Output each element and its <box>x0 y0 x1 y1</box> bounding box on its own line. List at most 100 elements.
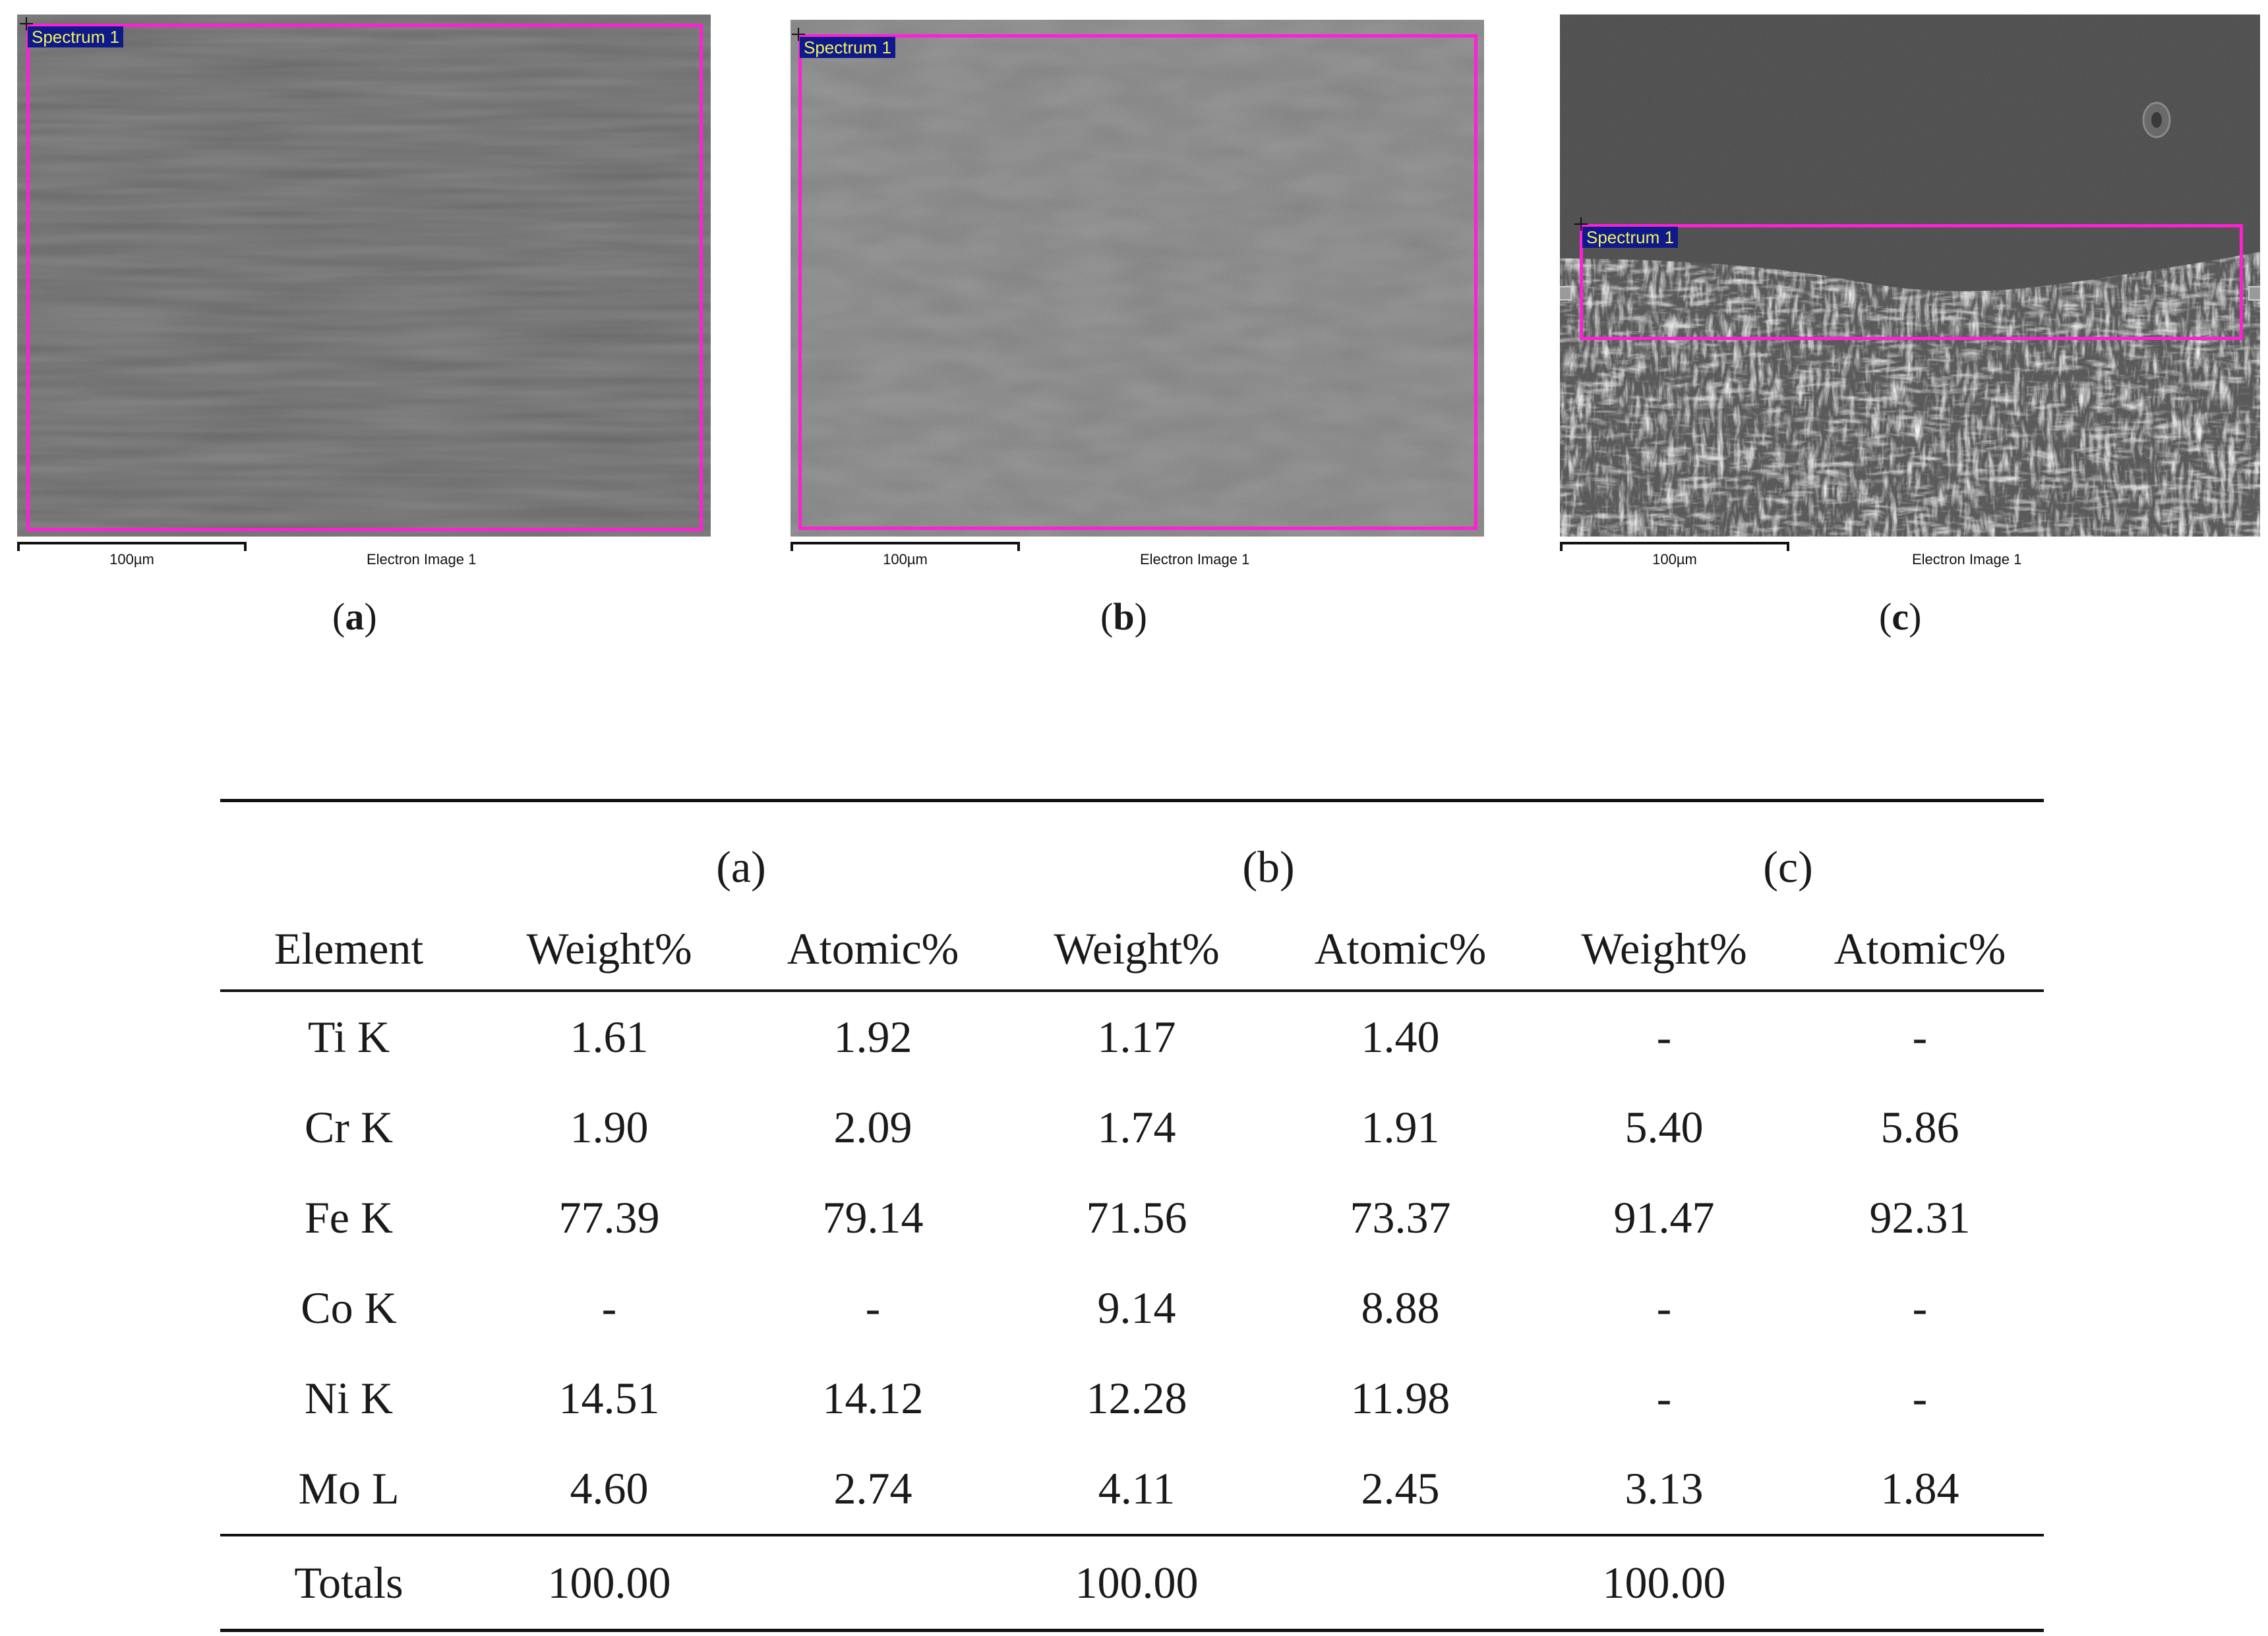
sem-texture-c <box>1560 15 2260 537</box>
value-cell: - <box>1656 1373 1672 1423</box>
crosshair-icon <box>20 17 33 30</box>
table-row: Mo L 4.60 2.74 4.11 2.45 3.13 1.84 <box>220 1444 2044 1535</box>
sem-texture-b <box>791 20 1484 537</box>
element-cell: Ni K <box>304 1373 394 1423</box>
subheader-atomic-b: Atomic% <box>1314 923 1487 974</box>
spectrum-region-box[interactable] <box>1580 224 2243 340</box>
spectrum-label: Spectrum 1 <box>28 26 123 47</box>
scale-bar-label: 100µm <box>109 551 154 568</box>
table-row: Cr K 1.90 2.09 1.74 1.91 5.40 5.86 <box>220 1082 2044 1173</box>
value-cell: 1.84 <box>1880 1463 1959 1513</box>
subheader-weight-b: Weight% <box>1054 923 1220 974</box>
image-footer: 100µm Electron Image 1 <box>1560 537 2260 568</box>
spectrum-label: Spectrum 1 <box>1582 227 1678 248</box>
subheader-weight-c: Weight% <box>1581 923 1747 974</box>
electron-image-a: Spectrum 1 <box>17 15 711 537</box>
value-cell: 91.47 <box>1613 1192 1715 1242</box>
value-cell: - <box>1656 1283 1672 1333</box>
value-cell: 79.14 <box>822 1192 924 1242</box>
element-cell: Co K <box>301 1283 397 1333</box>
element-column-header: Element <box>274 923 424 974</box>
electron-image-c: Spectrum 1 <box>1560 15 2260 537</box>
resize-handle-right[interactable] <box>2248 286 2260 301</box>
panel-label-c: (c) <box>1879 595 1922 638</box>
image-footer: 100µm Electron Image 1 <box>791 537 1484 568</box>
value-cell: 5.40 <box>1625 1102 1704 1152</box>
value-cell: 8.88 <box>1361 1283 1440 1333</box>
micrograph-panel-c: Spectrum 1 100µm Electron Image 1 (c) <box>1560 15 2260 638</box>
value-cell: 12.28 <box>1086 1373 1187 1423</box>
spectrum-region-box[interactable] <box>26 24 703 531</box>
composition-table: Element (a) (b) (c) Weight% Atomic% Weig… <box>220 799 2044 1632</box>
value-cell: - <box>1912 1283 1928 1333</box>
resize-handle-left[interactable] <box>1560 286 1572 301</box>
value-cell: - <box>1912 1373 1928 1423</box>
electron-image-b: Spectrum 1 <box>791 20 1484 537</box>
value-cell: 1.61 <box>570 1012 649 1062</box>
totals-row: Totals 100.00 100.00 100.00 <box>220 1535 2044 1631</box>
value-cell: 1.17 <box>1097 1012 1176 1062</box>
subheader-atomic-a: Atomic% <box>787 923 959 974</box>
table-row: Ti K 1.61 1.92 1.17 1.40 - - <box>220 991 2044 1082</box>
electron-image-caption: Electron Image 1 <box>1912 551 2022 568</box>
value-cell: 14.12 <box>822 1373 924 1423</box>
micrograph-panel-a: Spectrum 1 100µm Electron Image 1 (a) <box>17 15 711 638</box>
value-cell: 5.86 <box>1880 1102 1959 1152</box>
table-row: Co K - - 9.14 8.88 - - <box>220 1263 2044 1353</box>
group-header-c: (c) <box>1763 842 1813 892</box>
value-cell: 4.11 <box>1098 1463 1176 1513</box>
table-subheader-row: Weight% Atomic% Weight% Atomic% Weight% … <box>220 908 2044 991</box>
value-cell: 1.90 <box>570 1102 649 1152</box>
totals-cell: 100.00 <box>1602 1557 1726 1608</box>
group-header-a: (a) <box>716 842 766 892</box>
value-cell: 11.98 <box>1350 1373 1450 1423</box>
panel-label-a: (a) <box>332 595 377 638</box>
value-cell: 77.39 <box>558 1192 660 1242</box>
value-cell: 14.51 <box>558 1373 660 1423</box>
table-row: Fe K 77.39 79.14 71.56 73.37 91.47 92.31 <box>220 1173 2044 1263</box>
value-cell: 1.74 <box>1097 1102 1176 1152</box>
totals-cell: 100.00 <box>547 1557 671 1608</box>
table-group-header-row: Element (a) (b) (c) <box>220 800 2044 974</box>
scale-bar <box>1560 542 1789 551</box>
value-cell: 1.92 <box>833 1012 912 1062</box>
value-cell: 2.09 <box>833 1102 912 1152</box>
value-cell: 2.74 <box>833 1463 912 1513</box>
value-cell: 2.45 <box>1361 1463 1440 1513</box>
element-cell: Fe K <box>304 1192 394 1242</box>
electron-image-caption: Electron Image 1 <box>1140 551 1250 568</box>
totals-label: Totals <box>294 1557 403 1608</box>
electron-image-caption: Electron Image 1 <box>367 551 477 568</box>
scale-bar <box>17 542 247 551</box>
totals-cell <box>741 1535 1005 1631</box>
value-cell: 9.14 <box>1097 1283 1176 1333</box>
panel-label-b: (b) <box>1100 595 1147 638</box>
table-row: Ni K 14.51 14.12 12.28 11.98 - - <box>220 1353 2044 1444</box>
value-cell: - <box>1912 1012 1928 1062</box>
value-cell: - <box>865 1283 881 1333</box>
value-cell: 1.40 <box>1361 1012 1440 1062</box>
crosshair-icon <box>1574 218 1588 231</box>
element-cell: Mo L <box>298 1463 400 1513</box>
sem-texture-a <box>17 15 711 537</box>
scale-bar <box>791 542 1020 551</box>
value-cell: 73.37 <box>1350 1192 1451 1242</box>
totals-cell <box>1268 1535 1532 1631</box>
micrograph-panel-b: Spectrum 1 100µm Electron Image 1 (b) <box>791 20 1484 638</box>
scale-bar-label: 100µm <box>883 551 928 568</box>
totals-cell <box>1796 1535 2044 1631</box>
element-cell: Ti K <box>307 1012 390 1062</box>
value-cell: 3.13 <box>1625 1463 1704 1513</box>
totals-cell: 100.00 <box>1075 1557 1199 1608</box>
group-header-b: (b) <box>1242 842 1295 892</box>
element-cell: Cr K <box>304 1102 394 1152</box>
value-cell: 1.91 <box>1361 1102 1440 1152</box>
value-cell: - <box>601 1283 617 1333</box>
subheader-weight-a: Weight% <box>526 923 692 974</box>
spectrum-label: Spectrum 1 <box>800 37 895 58</box>
spectrum-region-box[interactable] <box>798 34 1477 530</box>
value-cell: 92.31 <box>1869 1192 1971 1242</box>
crosshair-icon <box>792 28 805 41</box>
value-cell: - <box>1656 1012 1672 1062</box>
scale-bar-label: 100µm <box>1652 551 1697 568</box>
